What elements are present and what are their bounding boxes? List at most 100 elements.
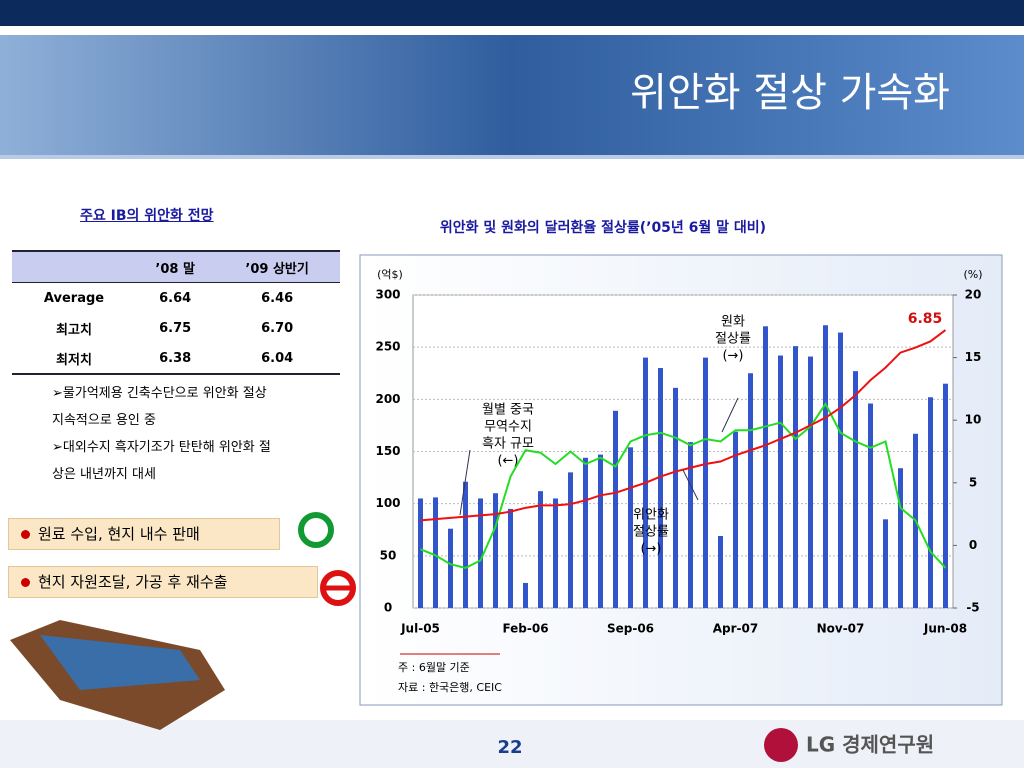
bullet-text: 대외수지 흑자기조가 탄탄해 위안화 절상은 내년까지 대세 <box>52 440 271 482</box>
note: 주 : 6월말 기준 <box>398 661 470 674</box>
y-tick-label: 300 <box>375 288 400 302</box>
series-label: 무역수지 <box>484 420 532 435</box>
ship-containers <box>40 635 200 690</box>
bar <box>658 368 663 608</box>
x-tick-label: Feb-06 <box>502 622 548 636</box>
bar <box>703 357 708 608</box>
bar <box>613 410 618 608</box>
bullet: ➢대외수지 흑자기조가 탄탄해 위안화 절상은 내년까지 대세 <box>52 440 271 482</box>
bar <box>808 356 813 608</box>
header-cell: ’08 말 <box>155 261 195 277</box>
chart-title: 위안화 및 원화의 달러환율 절상률(’05년 6월 말 대비) <box>440 219 766 236</box>
bar <box>883 519 888 608</box>
series-label: 흑자 규모 <box>482 437 534 452</box>
bar <box>523 582 528 608</box>
cell: 6.75 <box>159 320 192 336</box>
cell: 6.70 <box>261 320 294 336</box>
y2-tick-label: 15 <box>965 350 982 364</box>
header-cell <box>12 251 136 283</box>
bullets: ➢물가억제용 긴축수단으로 위안화 절상 지속적으로 용인 중 ➢대외수지 흑자… <box>52 380 282 488</box>
series-label: (→) <box>640 542 661 557</box>
bar <box>538 491 543 608</box>
x-tick-label: Apr-07 <box>713 622 758 636</box>
bar <box>733 431 738 608</box>
cell: 최고치 <box>56 322 92 338</box>
bar <box>433 497 438 608</box>
bar <box>673 387 678 608</box>
bar <box>493 493 498 608</box>
cell: 최저치 <box>56 352 92 368</box>
series-label: (←) <box>497 454 518 469</box>
series-label: 절상률 <box>633 525 669 540</box>
note: 자료 : 한국은행, CEIC <box>398 681 502 694</box>
bar <box>418 498 423 608</box>
pointer <box>459 449 471 516</box>
bar <box>748 373 753 608</box>
y2-axis-label: (%) <box>963 268 982 281</box>
y-tick-label: 50 <box>380 548 397 562</box>
bar <box>928 397 933 608</box>
bar <box>688 442 693 608</box>
bar <box>763 326 768 608</box>
table: ’08 말 ’09 상반기 Average 6.64 6.46 최고치 6.75 6.70… <box>12 250 340 375</box>
cell: Average <box>43 290 105 306</box>
y2-tick-label: 5 <box>969 475 977 489</box>
y-axis-label: (억$) <box>377 268 403 281</box>
header-rule <box>0 155 1024 159</box>
y-tick-label: 250 <box>375 340 400 354</box>
series-label: (→) <box>722 349 743 364</box>
cell: 6.38 <box>159 350 192 366</box>
line <box>420 401 947 569</box>
bullet: ➢물가억제용 긴축수단으로 위안화 절상 지속적으로 용인 중 <box>52 386 267 428</box>
page-number: 22 <box>497 737 522 758</box>
y2-tick-label: 10 <box>965 413 982 427</box>
footer-band <box>0 720 1024 768</box>
top-band <box>0 0 1024 26</box>
bar <box>598 454 603 608</box>
bar <box>508 508 513 608</box>
series-label: 월별 중국 <box>482 403 534 418</box>
series-label: 원화 <box>721 315 745 330</box>
bar <box>568 472 573 608</box>
y2-tick-label: -5 <box>966 601 979 615</box>
minus-icon <box>320 570 356 606</box>
bullet-text: 물가억제용 긴축수단으로 위안화 절상 지속적으로 용인 중 <box>52 386 267 428</box>
series-label: 위안화 <box>633 508 669 523</box>
ok-icon <box>298 512 334 548</box>
bar <box>838 332 843 608</box>
bar <box>583 457 588 608</box>
bar <box>718 536 723 608</box>
logo-mark <box>764 728 798 762</box>
header-cell: ’09 상반기 <box>245 261 309 277</box>
box-text: 원료 수입, 현지 내수 판매 <box>38 525 200 543</box>
bar <box>778 355 783 608</box>
series-label: 절상률 <box>715 332 751 347</box>
slide-title: 위안화 절상 가속화 <box>630 70 950 116</box>
pointer <box>682 469 699 501</box>
box: 원료 수입, 현지 내수 판매 <box>8 518 280 550</box>
y-tick-label: 0 <box>384 601 392 615</box>
bar <box>553 498 558 608</box>
bar <box>898 468 903 608</box>
box-text: 현지 자원조달, 가공 후 재수출 <box>38 573 228 591</box>
cell: 6.46 <box>261 290 294 306</box>
y-tick-label: 100 <box>375 496 400 510</box>
bar <box>448 528 453 608</box>
bar <box>793 346 798 608</box>
y2-tick-label: 20 <box>965 288 982 302</box>
cell: 6.04 <box>261 350 294 366</box>
x-tick-label: Sep-06 <box>607 622 654 636</box>
y-tick-label: 200 <box>375 392 400 406</box>
annotation: 6.85 <box>908 311 943 327</box>
bar <box>823 325 828 608</box>
bar <box>868 403 873 608</box>
x-tick-label: Jun-08 <box>923 622 967 636</box>
pointer <box>721 397 739 433</box>
bar <box>943 383 948 608</box>
logo-text: LG 경제연구원 <box>806 733 934 757</box>
bar <box>853 371 858 608</box>
y2-tick-label: 0 <box>969 538 977 552</box>
bar <box>463 481 468 608</box>
